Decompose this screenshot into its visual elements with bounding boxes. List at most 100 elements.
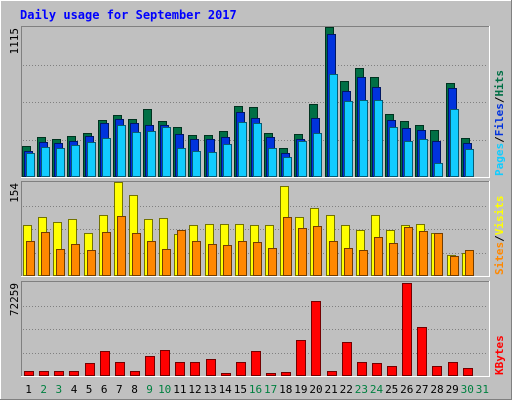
- day-label: 21: [324, 383, 337, 396]
- bar-sites-day-27: [419, 231, 428, 276]
- bar-kbytes-day-2: [39, 371, 49, 376]
- day-label: 25: [385, 383, 398, 396]
- day-label: 29: [446, 383, 459, 396]
- bar-pages-day-7: [117, 125, 126, 177]
- bar-sites-day-20: [313, 226, 322, 276]
- bar-sites-day-23: [359, 250, 368, 276]
- bar-sites-day-29: [450, 256, 459, 276]
- day-label: 13: [203, 383, 216, 396]
- bar-pages-day-12: [192, 151, 201, 177]
- bar-sites-day-8: [132, 233, 141, 276]
- day-label: 8: [131, 383, 138, 396]
- bar-sites-day-28: [434, 233, 443, 276]
- bar-pages-day-17: [268, 148, 277, 177]
- bar-sites-day-15: [238, 241, 247, 276]
- bar-kbytes-day-28: [432, 366, 442, 376]
- bar-pages-day-1: [26, 153, 35, 177]
- day-label: 17: [264, 383, 277, 396]
- panel-max-label: 72259: [8, 283, 21, 316]
- day-label: 19: [294, 383, 307, 396]
- day-labels: 1 2 3 4 5 6 7 8 9 10 11 12 13 14 15 16 17 18 19 20 21 22 23 24 2…: [25, 383, 489, 396]
- bar-pages-day-2: [41, 147, 50, 177]
- bar-kbytes-day-3: [54, 371, 64, 376]
- bar-pages-day-10: [162, 127, 171, 177]
- bar-sites-day-24: [374, 237, 383, 276]
- panel-visits-sites: 154 Sites/Visits: [8, 181, 506, 277]
- legend-pages: Pages: [493, 143, 506, 176]
- day-label: 12: [188, 383, 201, 396]
- bar-sites-day-25: [389, 243, 398, 276]
- day-label: 4: [71, 383, 78, 396]
- bar-sites-day-19: [298, 228, 307, 276]
- bar-sites-day-1: [26, 241, 35, 276]
- day-label: 1: [25, 383, 32, 396]
- day-label: 23: [355, 383, 368, 396]
- bar-kbytes-day-27: [417, 327, 427, 376]
- bar-sites-day-9: [147, 241, 156, 276]
- bar-sites-day-30: [465, 250, 474, 276]
- bar-sites-day-5: [87, 250, 96, 276]
- bar-kbytes-day-11: [175, 362, 185, 376]
- bar-pages-day-3: [56, 148, 65, 177]
- bar-sites-day-26: [404, 227, 413, 276]
- bar-pages-day-24: [374, 100, 383, 177]
- chart-panels: 1115Pages/Files/Hits154Sites/Visits72259…: [8, 26, 506, 377]
- bar-kbytes-day-13: [206, 359, 216, 376]
- bar-pages-day-29: [450, 109, 459, 177]
- bar-pages-day-27: [419, 139, 428, 177]
- bar-kbytes-day-19: [296, 340, 306, 376]
- bar-kbytes-day-24: [372, 363, 382, 376]
- bar-pages-day-11: [177, 148, 186, 177]
- bar-sites-day-13: [208, 244, 217, 276]
- day-label: 31: [476, 383, 489, 396]
- bar-kbytes-day-1: [24, 371, 34, 376]
- bar-kbytes-day-20: [311, 301, 321, 376]
- bar-kbytes-day-14: [221, 373, 231, 376]
- day-label: 24: [370, 383, 384, 396]
- bar-sites-day-12: [192, 241, 201, 276]
- bar-pages-day-28: [434, 163, 443, 177]
- bar-kbytes-day-16: [251, 351, 261, 376]
- legend-separator: /: [493, 96, 506, 103]
- day-label: 20: [309, 383, 322, 396]
- bar-kbytes-day-6: [100, 351, 110, 376]
- bar-kbytes-day-9: [145, 356, 155, 376]
- bar-pages-day-21: [329, 74, 338, 177]
- bar-pages-day-26: [404, 141, 413, 177]
- bar-kbytes-day-10: [160, 350, 170, 376]
- bar-pages-day-19: [298, 141, 307, 177]
- bar-sites-day-16: [253, 242, 262, 276]
- panel-max-label: 154: [8, 183, 21, 203]
- bar-pages-day-13: [208, 152, 217, 177]
- legend-kbytes: KBytes: [493, 335, 506, 375]
- day-label: 15: [234, 383, 247, 396]
- legend-separator: /: [493, 136, 506, 143]
- day-label: 6: [101, 383, 108, 396]
- bar-pages-day-6: [102, 138, 111, 177]
- panel-legend: Pages/Files/Hits: [493, 70, 506, 176]
- day-label: 14: [219, 383, 233, 396]
- panel-legend: Sites/Visits: [493, 196, 506, 276]
- bar-sites-day-14: [223, 245, 232, 276]
- bar-kbytes-day-22: [342, 342, 352, 376]
- day-label: 11: [173, 383, 186, 396]
- bar-kbytes-day-29: [448, 362, 458, 376]
- legend-separator: /: [493, 235, 506, 242]
- day-label: 18: [279, 383, 292, 396]
- bar-pages-day-30: [465, 149, 474, 177]
- day-label: 10: [158, 383, 171, 396]
- bar-sites-day-2: [41, 232, 50, 276]
- bar-kbytes-day-4: [69, 371, 79, 376]
- bar-sites-day-4: [71, 244, 80, 276]
- bar-pages-day-5: [87, 142, 96, 177]
- day-label: 9: [146, 383, 153, 396]
- bar-pages-day-4: [71, 145, 80, 177]
- bar-kbytes-day-18: [281, 372, 291, 376]
- chart-title: Daily usage for September 2017: [20, 8, 237, 22]
- bar-kbytes-day-21: [327, 371, 337, 376]
- bar-sites-day-18: [283, 217, 292, 276]
- bar-sites-day-22: [344, 248, 353, 276]
- legend-sites: Sites: [493, 242, 506, 275]
- bar-pages-day-14: [223, 144, 232, 177]
